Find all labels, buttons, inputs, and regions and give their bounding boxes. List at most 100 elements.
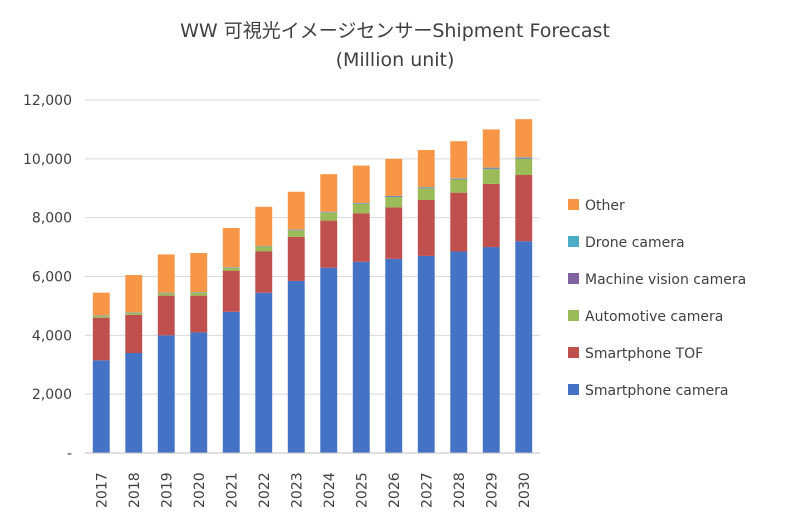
bar-segment — [158, 296, 175, 336]
bar-segment — [483, 168, 500, 169]
bar-segment — [320, 174, 337, 212]
legend-label: Drone camera — [585, 235, 685, 251]
bar-segment — [125, 315, 142, 353]
bar-segment — [93, 316, 110, 318]
gridlines — [85, 100, 540, 394]
x-tick-label: 2030 — [517, 472, 533, 508]
x-tick-label: 2023 — [289, 472, 305, 508]
bar-segment — [223, 312, 240, 453]
bar-segment — [125, 353, 142, 453]
x-tick-label: 2024 — [322, 472, 338, 508]
bar-segment — [385, 196, 402, 197]
y-tick-label: 6,000 — [32, 270, 72, 286]
bar-segment — [320, 221, 337, 268]
bar-segment — [483, 247, 500, 453]
bar-segment — [93, 360, 110, 453]
bar-segment — [418, 256, 435, 453]
x-tick-label: 2028 — [452, 472, 468, 508]
legend-label: Smartphone TOF — [585, 346, 703, 362]
bar-segment — [288, 230, 305, 236]
chart-title: WW 可視光イメージセンサーShipment Forecast — [180, 20, 610, 42]
chart-subtitle: (Million unit) — [336, 49, 455, 71]
x-axis-ticks: 2017 2018 2019 2020 2021 2022 2023 2024 2025 2026… — [94, 472, 533, 508]
bar-segment — [158, 293, 175, 295]
y-axis-ticks: - 2,000 4,000 6,000 8,000 10,000 12,000 — [23, 93, 72, 462]
x-tick-label: 2017 — [94, 472, 110, 508]
y-tick-label: 8,000 — [32, 211, 72, 227]
bar-segment — [515, 157, 532, 158]
bar-segment — [483, 168, 500, 169]
bar-segment — [255, 251, 272, 292]
x-tick-label: 2027 — [419, 472, 435, 508]
y-tick-label: - — [67, 446, 72, 462]
bar-segment — [515, 158, 532, 159]
y-tick-label: 12,000 — [23, 93, 72, 109]
legend-label: Smartphone camera — [585, 383, 728, 399]
bar-segment — [190, 293, 207, 296]
bar-segment — [190, 296, 207, 333]
bar-segment — [93, 293, 110, 316]
x-tick-label: 2026 — [387, 472, 403, 508]
bar-segment — [255, 207, 272, 246]
bar-segment — [515, 241, 532, 453]
x-tick-label: 2029 — [484, 472, 500, 508]
bar-segment — [385, 207, 402, 258]
legend-label: Automotive camera — [585, 309, 723, 325]
bar-segment — [288, 192, 305, 230]
bar-segment — [353, 262, 370, 453]
bars — [93, 119, 532, 453]
bar-segment — [483, 169, 500, 184]
bar-segment — [255, 293, 272, 453]
legend: Other Drone camera Machine vision camera Au… — [568, 198, 746, 399]
bar-segment — [93, 318, 110, 361]
x-tick-label: 2019 — [159, 472, 175, 508]
y-tick-label: 4,000 — [32, 328, 72, 344]
bar-segment — [515, 159, 532, 175]
bar-segment — [223, 268, 240, 271]
bar-segment — [125, 313, 142, 315]
bar-segment — [158, 335, 175, 453]
y-tick-label: 10,000 — [23, 152, 72, 168]
x-tick-label: 2021 — [224, 472, 240, 508]
bar-segment — [515, 175, 532, 241]
legend-swatch — [568, 273, 579, 284]
x-tick-label: 2025 — [354, 472, 370, 508]
bar-segment — [418, 188, 435, 189]
x-tick-label: 2018 — [127, 472, 143, 508]
bar-segment — [450, 178, 467, 179]
y-tick-label: 2,000 — [32, 387, 72, 403]
bar-segment — [125, 275, 142, 312]
bar-segment — [450, 179, 467, 192]
bar-segment — [450, 251, 467, 453]
x-tick-label: 2020 — [192, 472, 208, 508]
bar-segment — [288, 281, 305, 453]
bar-segment — [353, 204, 370, 213]
legend-swatch — [568, 236, 579, 247]
bar-segment — [190, 332, 207, 453]
bar-segment — [418, 187, 435, 188]
bar-segment — [255, 246, 272, 251]
bar-segment — [450, 179, 467, 180]
bar-segment — [450, 193, 467, 252]
bar-segment — [190, 253, 207, 292]
bar-segment — [385, 197, 402, 207]
bar-segment — [483, 129, 500, 167]
bar-segment — [320, 213, 337, 221]
legend-swatch — [568, 310, 579, 321]
bar-segment — [158, 254, 175, 292]
bar-segment — [320, 268, 337, 453]
x-tick-label: 2022 — [257, 472, 273, 508]
bar-segment — [353, 166, 370, 203]
bar-segment — [385, 159, 402, 196]
legend-swatch — [568, 384, 579, 395]
legend-label: Machine vision camera — [585, 272, 746, 288]
bar-segment — [515, 119, 532, 157]
legend-label: Other — [585, 198, 625, 214]
bar-segment — [223, 228, 240, 267]
bar-segment — [483, 184, 500, 247]
bar-segment — [288, 237, 305, 281]
bar-segment — [353, 213, 370, 262]
legend-swatch — [568, 347, 579, 358]
